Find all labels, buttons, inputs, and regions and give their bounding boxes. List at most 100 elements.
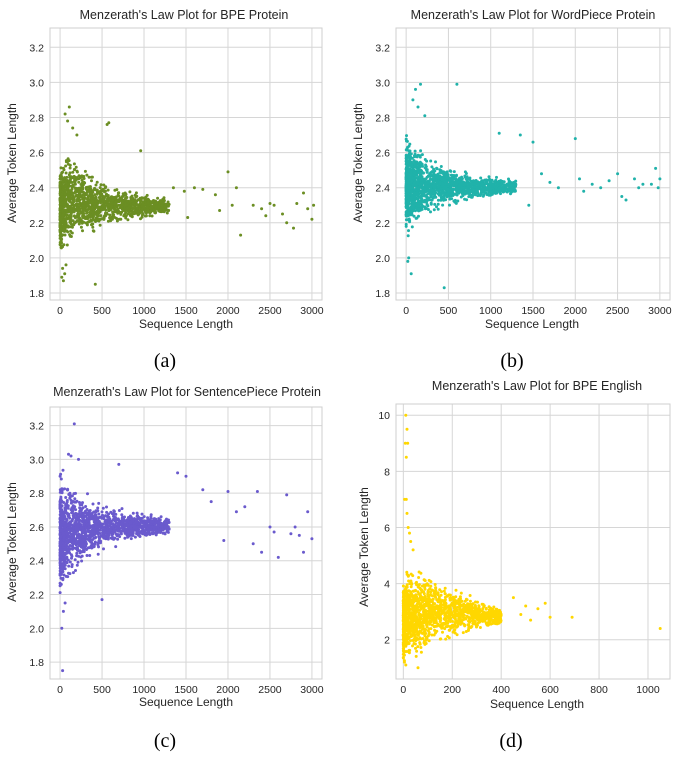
data-point (442, 286, 446, 290)
data-point (99, 541, 102, 545)
data-point (133, 535, 137, 539)
data-point (94, 217, 98, 220)
data-point (94, 188, 98, 192)
data-point (73, 168, 76, 172)
y-tick-label: 3.0 (375, 77, 390, 89)
data-point (76, 560, 80, 564)
data-point (117, 194, 121, 198)
data-point (109, 198, 113, 202)
data-point (84, 200, 88, 204)
data-point (513, 189, 517, 193)
data-point (97, 211, 101, 215)
data-point (401, 584, 405, 588)
data-point (417, 576, 421, 579)
data-point (222, 539, 226, 542)
data-point (59, 202, 63, 206)
data-point (404, 182, 408, 185)
data-point (150, 214, 154, 218)
data-point (84, 216, 88, 220)
data-point (167, 202, 171, 206)
data-point (94, 198, 98, 201)
data-point (478, 194, 482, 197)
data-point (156, 205, 160, 209)
data-point (69, 189, 73, 193)
data-point (72, 174, 76, 178)
data-point (60, 233, 64, 237)
data-point (213, 193, 217, 197)
data-point (75, 170, 79, 174)
data-point (154, 205, 158, 209)
data-point (65, 213, 69, 217)
y-tick-label: 2.2 (375, 218, 390, 230)
data-point (58, 584, 62, 588)
data-point (61, 279, 65, 283)
data-point (136, 520, 139, 523)
data-point (90, 533, 94, 537)
plot-frame (395, 27, 671, 301)
data-point (61, 209, 65, 213)
data-point (86, 204, 90, 207)
y-tick-label: 2.8 (29, 488, 44, 500)
data-point (73, 203, 77, 207)
x-tick-label: 0 (400, 684, 406, 696)
data-point (86, 492, 89, 496)
data-point (410, 179, 414, 183)
data-point (60, 275, 64, 279)
data-point (578, 177, 581, 181)
y-tick-label: 1.8 (375, 288, 390, 300)
data-point (85, 554, 89, 557)
data-point (116, 537, 120, 541)
data-point (409, 272, 413, 276)
grid (396, 28, 670, 300)
data-point (455, 82, 459, 86)
data-point (72, 210, 76, 214)
data-point (470, 195, 474, 199)
data-point (58, 542, 62, 546)
data-point (441, 182, 445, 186)
data-point (96, 205, 100, 209)
data-point (499, 192, 502, 196)
data-point (414, 216, 418, 220)
data-point (61, 266, 65, 270)
data-point (63, 233, 67, 237)
data-point (616, 172, 620, 176)
data-point (64, 496, 68, 499)
data-point (641, 182, 645, 186)
data-point (93, 532, 97, 535)
data-point (80, 540, 84, 543)
data-point (80, 559, 84, 563)
data-point (423, 114, 427, 118)
data-point (81, 229, 84, 233)
data-point (192, 186, 196, 190)
data-point (77, 516, 81, 520)
data-point (88, 185, 92, 189)
y-tick-label: 10 (378, 410, 390, 422)
data-point (96, 552, 100, 556)
data-point (144, 210, 148, 214)
data-point (156, 196, 160, 200)
data-point (404, 210, 408, 214)
data-point (470, 182, 474, 186)
data-point (432, 195, 436, 199)
scatter-points (58, 105, 316, 286)
data-point (108, 517, 112, 521)
data-point (111, 198, 115, 202)
data-point (507, 179, 511, 183)
data-point (493, 185, 497, 189)
data-point (101, 522, 105, 526)
data-point (459, 195, 463, 199)
data-point (471, 189, 475, 193)
data-point (145, 519, 148, 523)
data-point (116, 217, 119, 221)
data-point (116, 207, 120, 211)
data-point (310, 217, 314, 221)
data-point (463, 182, 467, 186)
data-point (408, 209, 412, 213)
scatter-points (401, 413, 662, 670)
panel-b-wordpiece-protein: Menzerath's Law Plot for WordPiece Prote… (351, 8, 672, 372)
data-point (649, 182, 653, 186)
data-point (63, 601, 67, 605)
data-point (67, 515, 71, 519)
data-point (65, 532, 69, 536)
data-point (119, 217, 123, 221)
